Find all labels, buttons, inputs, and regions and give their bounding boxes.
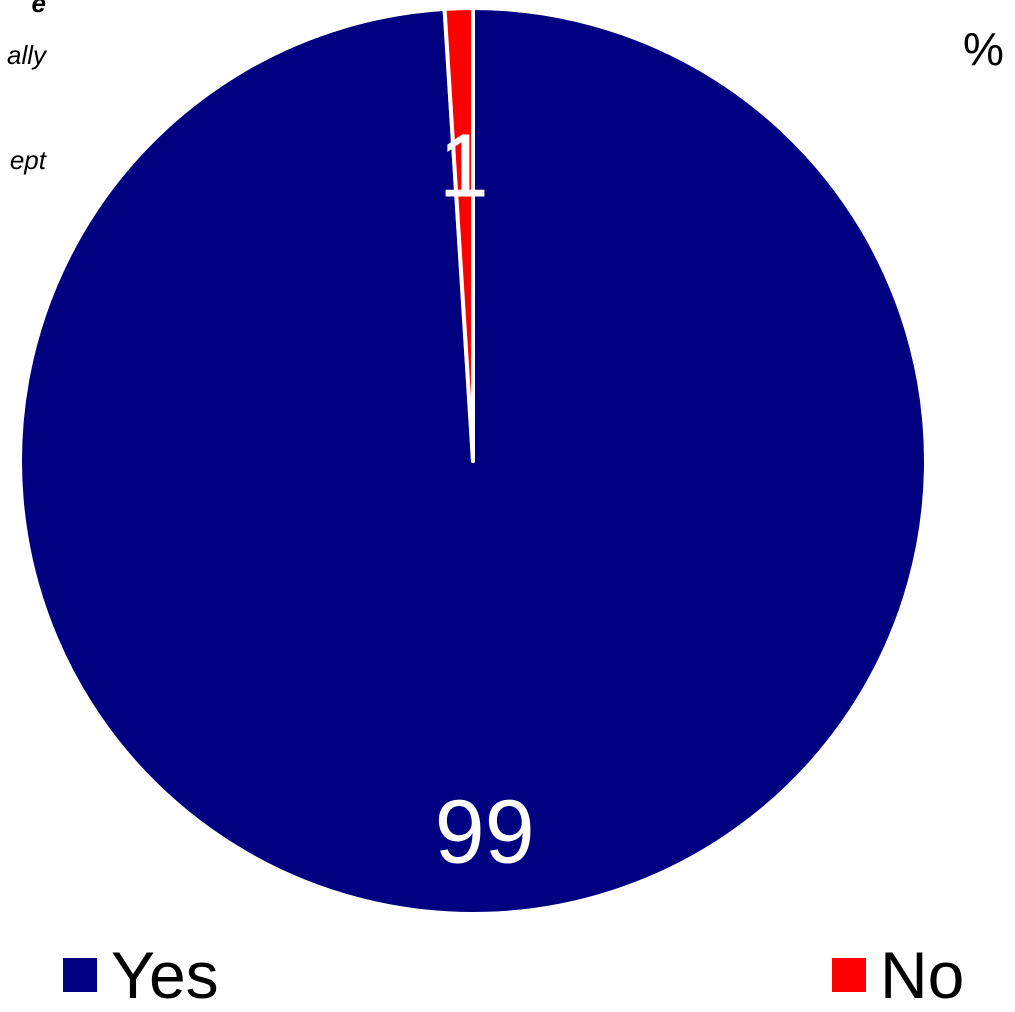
legend-item-yes: Yes bbox=[63, 942, 219, 1008]
note-fragment: ept bbox=[9, 145, 46, 175]
pie-chart: 99 1 bbox=[18, 6, 928, 916]
legend-swatch-yes bbox=[63, 958, 97, 992]
pie-data-label-yes: 99 bbox=[435, 782, 535, 882]
pie-slices bbox=[18, 6, 928, 916]
pie-slice-no bbox=[442, 6, 475, 463]
pie-data-labels: 99 1 bbox=[435, 117, 535, 883]
pie-data-label-no: 1 bbox=[439, 117, 489, 217]
legend-label-yes: Yes bbox=[111, 938, 219, 1012]
note-fragment: e bbox=[31, 0, 46, 18]
note-fragment: ally bbox=[6, 40, 46, 70]
legend-item-no: No bbox=[832, 942, 964, 1008]
legend-swatch-no bbox=[832, 958, 866, 992]
percent-unit-label: % bbox=[963, 23, 1004, 75]
legend-label-no: No bbox=[880, 938, 965, 1012]
clipped-side-note: e ally ept bbox=[0, 0, 54, 190]
